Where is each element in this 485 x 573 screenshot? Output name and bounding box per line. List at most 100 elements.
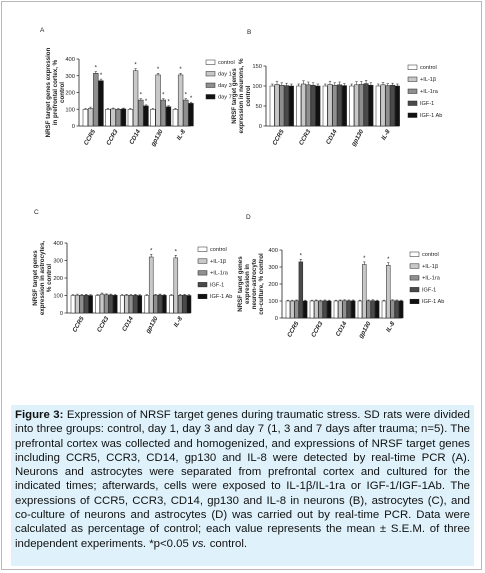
bar bbox=[322, 300, 328, 319]
bar bbox=[318, 300, 323, 319]
significance-mark: * bbox=[134, 63, 137, 69]
bar bbox=[338, 300, 343, 319]
bar bbox=[108, 294, 114, 314]
chart-panel-a: A 0 100 200 300 400 NRSF target genes expressi… bbox=[40, 27, 235, 148]
caption-text-2: control. bbox=[206, 537, 248, 550]
bar bbox=[173, 257, 179, 314]
y-tick-label: 400 bbox=[53, 241, 63, 247]
legend-swatch bbox=[407, 76, 418, 82]
y-tick-label: 50 bbox=[256, 104, 262, 110]
legend-swatch bbox=[205, 71, 216, 77]
significance-mark: * bbox=[185, 93, 188, 99]
bar bbox=[346, 300, 352, 319]
legend-label: IGF-1 bbox=[422, 287, 436, 293]
y-tick-label: 100 bbox=[268, 299, 278, 305]
y-tick-label: 300 bbox=[65, 74, 75, 80]
bar bbox=[104, 294, 109, 314]
category-label: CD14 bbox=[128, 128, 142, 146]
bar bbox=[349, 85, 355, 127]
legend-label: control bbox=[420, 65, 437, 71]
legend-label: IGF-1 Ab bbox=[420, 113, 442, 119]
bar bbox=[327, 84, 333, 127]
legend-swatch bbox=[197, 282, 208, 288]
legend-swatch bbox=[205, 59, 216, 65]
category-label: IL-8 bbox=[173, 315, 185, 329]
y-tick-label: 0 bbox=[275, 316, 278, 322]
panel-letter: B bbox=[247, 29, 251, 36]
bar bbox=[394, 85, 400, 127]
category-label: CD14 bbox=[335, 320, 349, 338]
legend-swatch bbox=[407, 112, 418, 118]
legend-swatch bbox=[407, 88, 418, 94]
panel-letter: C bbox=[34, 209, 39, 216]
y-axis-label: neuron-astrocyte bbox=[251, 258, 258, 309]
bar bbox=[301, 83, 306, 127]
bar bbox=[394, 300, 400, 319]
bar bbox=[342, 300, 347, 319]
legend-label: control bbox=[422, 252, 439, 258]
chart-panel-b: B 0 50 100 150 NRSF target genes expression in… bbox=[231, 29, 442, 148]
caption-text-1: Expression of NRSF target genes during t… bbox=[15, 409, 470, 550]
bar bbox=[148, 256, 154, 314]
bar bbox=[333, 300, 339, 319]
bar bbox=[385, 85, 391, 127]
legend-label: day 1 bbox=[218, 72, 232, 78]
legend-label: day 7 bbox=[218, 95, 232, 101]
bar bbox=[274, 84, 280, 127]
bar bbox=[169, 295, 174, 314]
significance-mark: * bbox=[387, 257, 390, 263]
bar bbox=[309, 300, 315, 319]
bar bbox=[88, 295, 93, 314]
y-axis-label: co-culture, % control bbox=[258, 253, 265, 315]
y-axis-label: expression in astrocytes, bbox=[39, 241, 46, 316]
bar bbox=[115, 109, 121, 127]
bar bbox=[82, 109, 89, 127]
bar bbox=[269, 85, 275, 127]
bar bbox=[370, 300, 376, 319]
bar bbox=[294, 300, 299, 319]
category-label: CCR5 bbox=[271, 128, 286, 147]
legend-swatch bbox=[197, 293, 208, 299]
bar bbox=[165, 106, 172, 127]
legend-swatch bbox=[409, 263, 420, 269]
y-tick-label: 0 bbox=[259, 124, 262, 130]
y-axis-label: NRSF target genes bbox=[32, 250, 39, 306]
y-axis-label: NRSF target genes expression bbox=[45, 47, 52, 137]
bar bbox=[188, 103, 194, 127]
legend-swatch bbox=[197, 258, 208, 264]
y-axis-label: control bbox=[245, 85, 252, 106]
category-label: CCR5 bbox=[83, 128, 98, 147]
category-label: gp130 bbox=[144, 315, 160, 335]
legend-swatch bbox=[409, 251, 420, 257]
y-tick-label: 100 bbox=[65, 107, 75, 113]
bar bbox=[380, 84, 386, 127]
significance-mark: * bbox=[179, 67, 182, 73]
bar bbox=[386, 265, 391, 319]
chart-panel-d: D 0 100 200 300 400 NRSF target genes expressio… bbox=[237, 214, 444, 340]
legend-label: IGF-1 bbox=[210, 282, 224, 288]
bar bbox=[381, 300, 387, 319]
bar bbox=[93, 72, 99, 127]
bar bbox=[138, 99, 144, 127]
significance-mark: * bbox=[100, 73, 103, 79]
bar bbox=[99, 293, 105, 314]
bar bbox=[153, 294, 158, 314]
bar bbox=[124, 294, 129, 314]
bar bbox=[95, 295, 100, 314]
bar bbox=[285, 300, 291, 319]
legend-label: control bbox=[218, 60, 235, 66]
bar bbox=[305, 84, 311, 127]
figure-caption-box: Figure 3: Expression of NRSF target gene… bbox=[11, 405, 474, 566]
category-label: IL-8 bbox=[380, 128, 392, 142]
bar bbox=[366, 300, 371, 319]
bar bbox=[368, 84, 374, 127]
significance-mark: * bbox=[95, 66, 98, 72]
bar bbox=[177, 295, 183, 314]
bar bbox=[354, 84, 359, 127]
bar bbox=[127, 109, 134, 127]
bar bbox=[137, 295, 143, 314]
significance-mark: * bbox=[167, 100, 170, 106]
bar bbox=[375, 85, 381, 127]
y-tick-label: 100 bbox=[252, 84, 262, 90]
